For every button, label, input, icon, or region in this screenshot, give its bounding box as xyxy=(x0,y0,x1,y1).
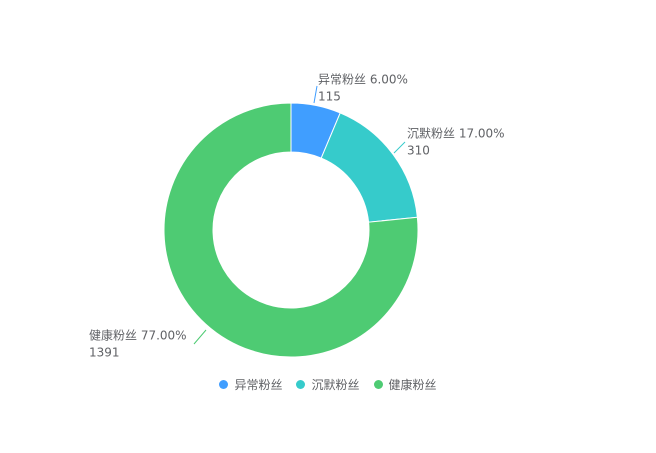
slice-label-name-percent-0: 异常粉丝 6.00% xyxy=(318,73,408,87)
slice-label-value-1: 310 xyxy=(407,144,430,158)
legend-dot-icon xyxy=(373,379,383,389)
legend-item-1[interactable]: 沉默粉丝 xyxy=(296,376,360,393)
slice-label-name-percent-1: 沉默粉丝 17.00% xyxy=(407,126,505,141)
legend-label: 沉默粉丝 xyxy=(311,377,360,392)
slice-1[interactable] xyxy=(320,112,418,223)
label-leader-line-2 xyxy=(193,329,207,345)
legend-dot-icon xyxy=(219,379,229,389)
legend-dot-icon xyxy=(296,379,306,389)
legend-label: 健康粉丝 xyxy=(388,377,437,392)
slice-label-name-percent-2: 健康粉丝 77.00% xyxy=(89,328,187,343)
slices-layer xyxy=(163,102,419,358)
label-leader-line-0 xyxy=(313,85,318,104)
slice-label-value-0: 115 xyxy=(318,90,341,104)
legend-item-0[interactable]: 异常粉丝 xyxy=(219,376,282,393)
legend: 异常粉丝 沉默粉丝 健康粉丝 xyxy=(0,376,656,392)
legend-item-2[interactable]: 健康粉丝 xyxy=(373,376,437,393)
slice-label-value-2: 1391 xyxy=(89,346,120,360)
label-leader-line-1 xyxy=(393,141,406,154)
legend-label: 异常粉丝 xyxy=(234,377,283,392)
slice-2[interactable] xyxy=(163,102,419,358)
labels-layer: 异常粉丝 6.00% 115 沉默粉丝 17.00% 310 健康粉丝 77.00% 13… xyxy=(89,73,505,360)
